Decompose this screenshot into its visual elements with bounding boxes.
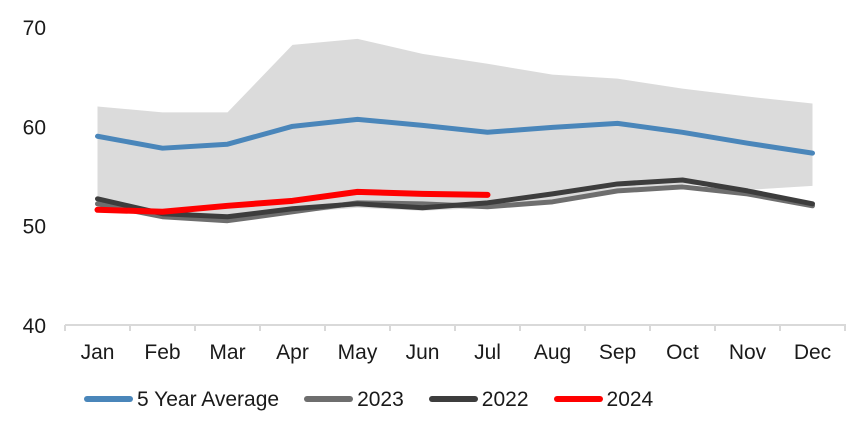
x-tick-label: Jan bbox=[81, 341, 115, 364]
legend-item-2024: 2024 bbox=[553, 387, 654, 411]
line-chart: 70 60 50 40 Jan Feb Mar Apr May Jun Jul Aug Sep Oct No… bbox=[23, 17, 846, 364]
series-line-5-year-average bbox=[95, 116, 815, 156]
x-tick-label: Feb bbox=[144, 341, 180, 364]
x-tick-label: Mar bbox=[209, 341, 245, 364]
x-tick-label: Apr bbox=[276, 341, 309, 364]
x-tick-label: Nov bbox=[729, 341, 767, 364]
y-tick-label: 60 bbox=[23, 116, 46, 139]
legend-item-5-year-average: 5 Year Average bbox=[84, 389, 279, 410]
legend-swatch bbox=[304, 396, 354, 402]
legend-swatch bbox=[84, 396, 133, 402]
x-tick-label: Dec bbox=[794, 341, 831, 364]
legend-label: 5 Year Average bbox=[137, 387, 280, 411]
legend-swatch bbox=[553, 396, 603, 402]
legend-item-2022: 2022 bbox=[428, 387, 529, 411]
chart-legend: 5 Year Average 2023 2022 2024 bbox=[84, 386, 653, 412]
y-tick-label: 70 bbox=[23, 17, 46, 40]
legend-item-2023: 2023 bbox=[304, 389, 404, 410]
series-line-2024 bbox=[94, 188, 491, 215]
legend-label: 2022 bbox=[481, 387, 529, 411]
x-tick-label: Aug bbox=[534, 341, 571, 364]
x-tick-label: Jul bbox=[474, 341, 501, 364]
x-tick-label: May bbox=[338, 341, 378, 364]
legend-label: 2024 bbox=[606, 387, 654, 411]
y-tick-label: 50 bbox=[23, 216, 46, 239]
legend-swatch bbox=[428, 396, 478, 402]
x-tick-label: Oct bbox=[666, 341, 699, 364]
legend-label: 2023 bbox=[357, 387, 404, 411]
x-tick-label: Jun bbox=[406, 341, 440, 364]
y-tick-label: 40 bbox=[23, 315, 46, 338]
series-line-2022 bbox=[95, 177, 815, 220]
x-tick-label: Sep bbox=[599, 341, 636, 364]
